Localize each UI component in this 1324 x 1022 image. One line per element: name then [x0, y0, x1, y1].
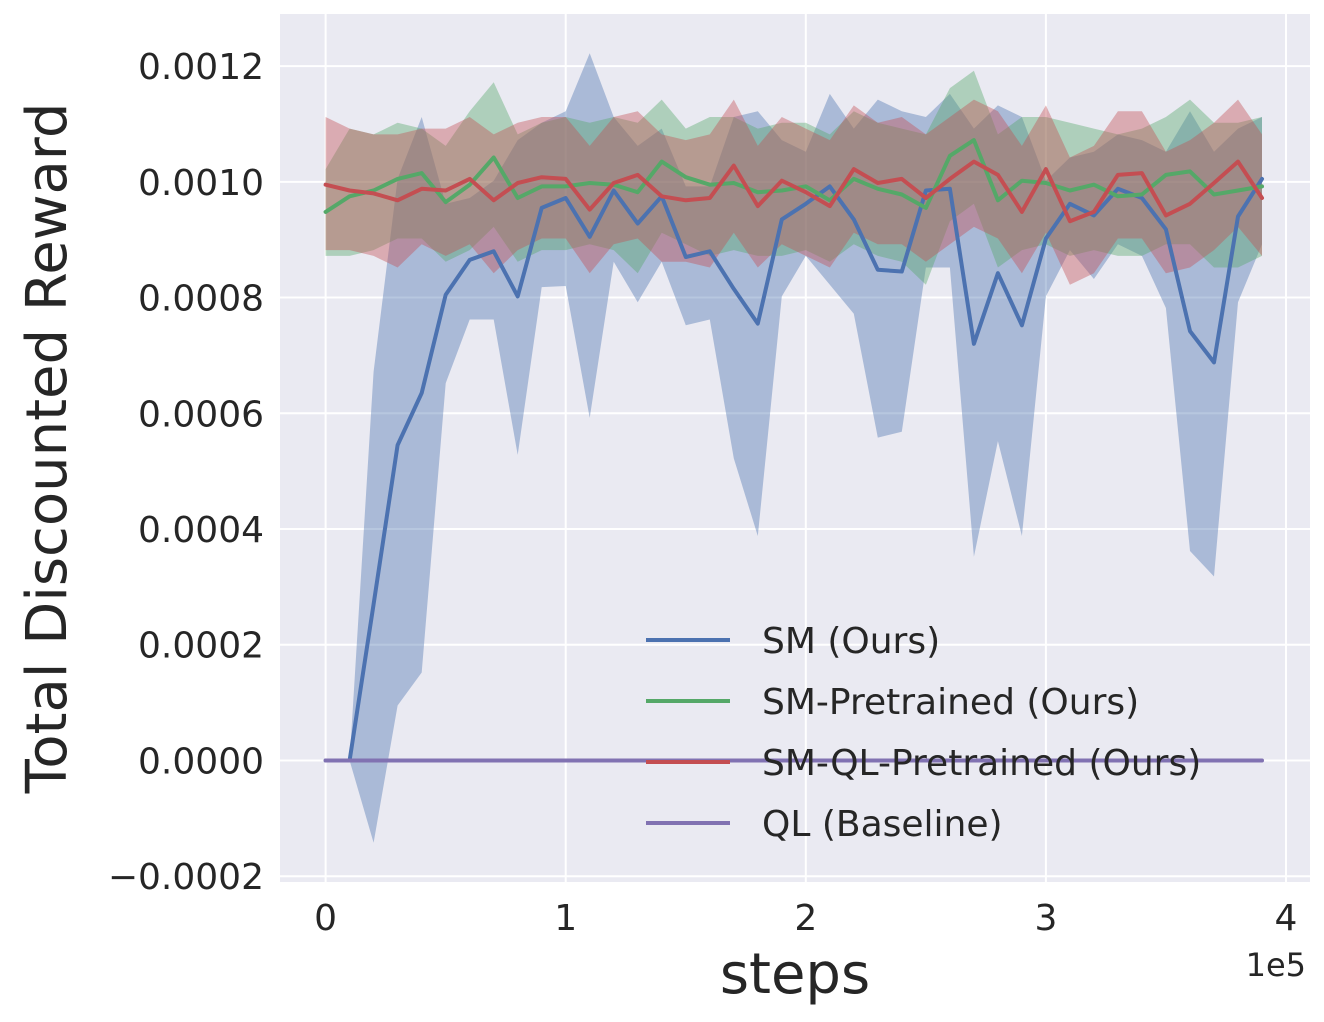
- y-tick-label: 0.0002: [138, 626, 264, 667]
- grid: [280, 14, 1310, 882]
- y-tick-labels: −0.0002 0.0000 0.0002 0.0004 0.0006 0.0008 0.0…: [108, 47, 264, 898]
- x-axis-label: steps: [720, 942, 870, 1007]
- y-tick-label: −0.0002: [108, 857, 264, 898]
- series-line: [323, 159, 1264, 224]
- x-tick-labels: 0 1 2 3 4: [314, 898, 1297, 939]
- legend-label: QL (Baseline): [762, 804, 1003, 845]
- y-tick-label: 0.0010: [138, 163, 264, 204]
- x-tick-label: 2: [794, 898, 817, 939]
- legend-label: SM (Ours): [762, 621, 940, 662]
- x-tick-label: 3: [1034, 898, 1057, 939]
- series-lines: [323, 138, 1264, 763]
- x-offset-label: 1e5: [1246, 946, 1306, 984]
- legend-label: SM-QL-Pretrained (Ours): [762, 743, 1201, 784]
- confidence-band: [325, 70, 1263, 285]
- y-tick-label: 0.0000: [138, 741, 264, 782]
- plot-background: [280, 14, 1310, 882]
- y-tick-label: 0.0008: [138, 279, 264, 320]
- y-tick-label: 0.0006: [138, 394, 264, 435]
- confidence-bands: [325, 53, 1263, 843]
- x-tick-label: 1: [554, 898, 577, 939]
- confidence-band: [325, 99, 1263, 285]
- y-tick-label: 0.0012: [138, 47, 264, 88]
- legend-label: SM-Pretrained (Ours): [762, 682, 1139, 723]
- series-line: [323, 176, 1264, 763]
- x-tick-label: 4: [1275, 898, 1298, 939]
- legend: SM (Ours) SM-Pretrained (Ours) SM-QL-Pretr…: [646, 621, 1201, 845]
- y-tick-label: 0.0004: [138, 510, 264, 551]
- y-axis-label: Total Discounted Reward: [15, 103, 80, 795]
- confidence-band: [325, 53, 1263, 843]
- x-tick-label: 0: [314, 898, 337, 939]
